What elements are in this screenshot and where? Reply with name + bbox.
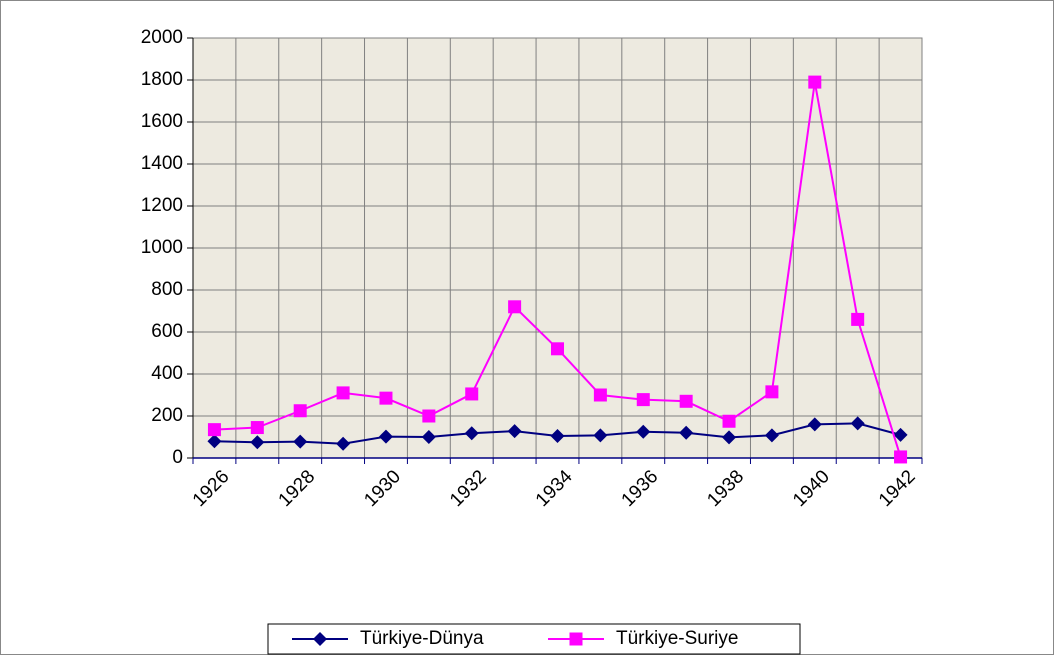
legend-box bbox=[267, 623, 801, 655]
data-point bbox=[379, 391, 393, 405]
data-point bbox=[422, 409, 436, 423]
legend-label: Türkiye-Suriye bbox=[616, 628, 738, 649]
data-point bbox=[679, 394, 693, 408]
data-point bbox=[508, 300, 522, 314]
data-point bbox=[893, 427, 908, 442]
data-point bbox=[593, 388, 607, 402]
y-tick-label: 200 bbox=[151, 405, 183, 426]
data-point bbox=[207, 434, 222, 449]
data-point bbox=[378, 429, 393, 444]
data-point bbox=[464, 426, 479, 441]
data-point bbox=[207, 423, 221, 437]
legend: Türkiye-Dünya Türkiye-Suriye bbox=[267, 623, 801, 655]
data-point bbox=[593, 428, 608, 443]
data-point bbox=[293, 434, 308, 449]
data-point bbox=[894, 450, 908, 464]
data-point bbox=[507, 424, 522, 439]
data-point bbox=[636, 393, 650, 407]
data-point bbox=[421, 430, 436, 444]
data-point bbox=[250, 435, 265, 450]
y-tick-label: 1000 bbox=[141, 237, 183, 258]
legend-marker bbox=[313, 632, 327, 646]
data-point bbox=[679, 425, 694, 440]
data-point bbox=[551, 342, 564, 356]
y-tick-label: 1400 bbox=[141, 153, 183, 174]
y-tick-label: 400 bbox=[151, 363, 183, 384]
y-tick-label: 1800 bbox=[141, 69, 183, 90]
data-point bbox=[722, 414, 736, 428]
data-point bbox=[722, 430, 737, 445]
data-point bbox=[636, 424, 651, 439]
data-point bbox=[850, 416, 865, 431]
y-tick-label: 0 bbox=[172, 447, 183, 468]
legend-label: Türkiye-Dünya bbox=[360, 628, 484, 649]
y-tick-label: 600 bbox=[151, 321, 183, 342]
data-point bbox=[550, 428, 565, 443]
data-point bbox=[250, 421, 264, 435]
y-tick-label: 800 bbox=[151, 279, 183, 300]
data-point bbox=[465, 387, 479, 401]
y-tick-label: 2000 bbox=[141, 27, 183, 48]
y-tick-label: 1600 bbox=[141, 111, 183, 132]
data-point bbox=[807, 417, 822, 432]
data-point bbox=[765, 385, 779, 399]
data-point bbox=[336, 386, 350, 400]
data-point bbox=[764, 428, 779, 443]
data-point bbox=[293, 404, 307, 418]
data-point bbox=[851, 312, 865, 326]
data-point bbox=[808, 75, 822, 89]
y-tick-label: 1200 bbox=[141, 195, 183, 216]
legend-marker bbox=[569, 632, 583, 646]
data-point bbox=[336, 436, 351, 451]
